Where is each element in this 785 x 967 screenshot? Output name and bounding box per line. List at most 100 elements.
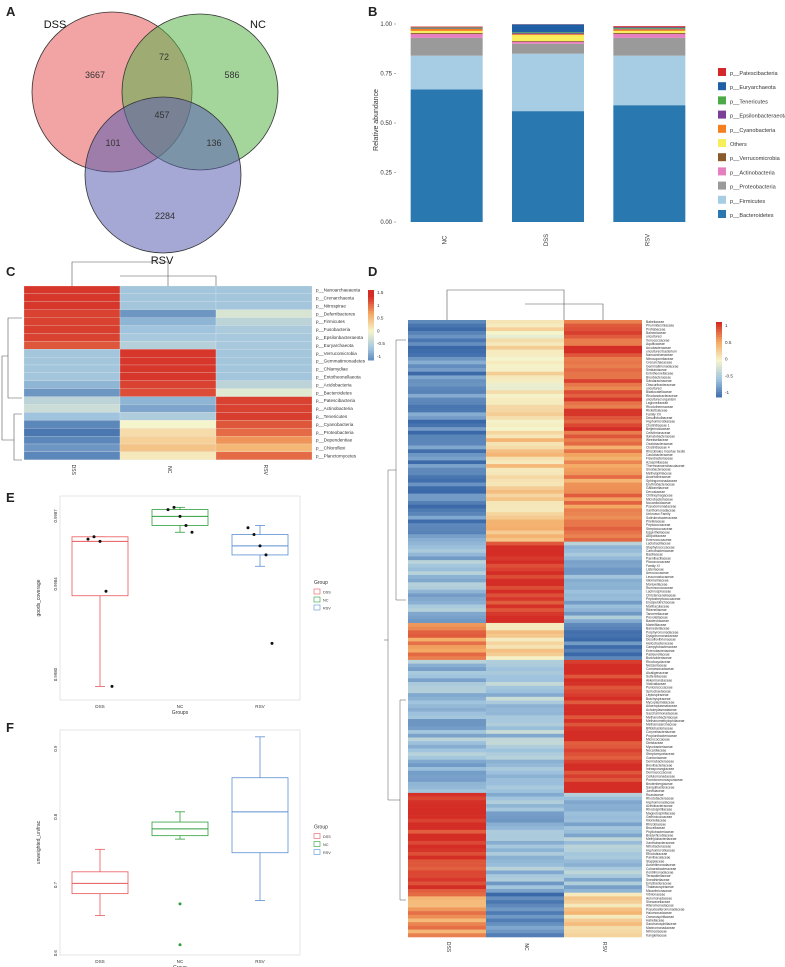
heatmap-c-row-label: p__Verrucomicrobia bbox=[316, 351, 357, 356]
heatmap-d-cell bbox=[564, 829, 642, 834]
heatmap-c-row-label: p__Fusobacteria bbox=[316, 327, 351, 332]
heatmap-c-cell bbox=[215, 285, 313, 295]
heatmap-d-scale-tick: 0 bbox=[725, 357, 728, 362]
heatmap-d-cell bbox=[564, 870, 642, 875]
heatmap-d-cell bbox=[408, 467, 486, 472]
heatmap-d-cell bbox=[486, 656, 564, 661]
heatmap-d-cell bbox=[486, 815, 564, 820]
venn-value-nc-only: 586 bbox=[224, 70, 239, 80]
heatmap-c-scale-tick: 1 bbox=[377, 303, 380, 308]
heatmap-d-cell bbox=[486, 744, 564, 749]
heatmap-d-cell bbox=[408, 427, 486, 432]
heatmap-d-cell bbox=[564, 645, 642, 650]
heatmap-d-scale-step bbox=[716, 347, 722, 350]
heatmap-d-cell bbox=[486, 475, 564, 480]
box-e-legend-label-dss: DSS bbox=[323, 591, 331, 595]
heatmap-d-row-label: Jonesiaceae bbox=[646, 789, 665, 793]
heatmap-d-cell bbox=[486, 560, 564, 565]
heatmap-d-row-label: Clostridiaceae 1 bbox=[646, 423, 670, 427]
heatmap-d-cell bbox=[408, 611, 486, 616]
heatmap-d-row-label: Sphingomonadaceae bbox=[646, 479, 677, 483]
heatmap-c-cell bbox=[215, 364, 313, 374]
heatmap-d-cell bbox=[486, 774, 564, 779]
heatmap-d-row-label: Ilumatobacteraceae bbox=[646, 434, 675, 438]
heatmap-d-cell bbox=[486, 427, 564, 432]
heatmap-d-cell bbox=[408, 641, 486, 646]
box-e-legend-swatch-rsv bbox=[313, 604, 321, 611]
heatmap-d-cell bbox=[408, 552, 486, 557]
heatmap-d-cell bbox=[486, 519, 564, 524]
bar-ytick-3: 0.75 bbox=[380, 72, 392, 78]
heatmap-d-cell bbox=[486, 615, 564, 620]
heatmap-d-row-label: Akkermansiaceae bbox=[646, 678, 672, 682]
heatmap-c-scale-step bbox=[368, 318, 374, 321]
heatmap-d-cell bbox=[486, 419, 564, 424]
heatmap-d-cell bbox=[564, 715, 642, 720]
heatmap-d-cell bbox=[564, 331, 642, 336]
heatmap-d-cell bbox=[564, 800, 642, 805]
heatmap-d-cell bbox=[564, 807, 642, 812]
bar-dss-pcyanobacteria bbox=[512, 34, 584, 36]
heatmap-d-cell bbox=[486, 534, 564, 539]
heatmap-d-row-label: Bifidobacteriaceae bbox=[646, 726, 673, 730]
box-f-xtick-rsv: RSV bbox=[255, 959, 265, 964]
heatmap-d-row-label: Helicobacteraceae bbox=[646, 641, 673, 645]
heatmap-d-cell bbox=[486, 541, 564, 546]
heatmap-d-row-label: Methanomethylophilaceae bbox=[646, 719, 685, 723]
heatmap-c-row-label: p__Crenarchaeota bbox=[316, 296, 354, 301]
heatmap-d-row-label: Saccharimonadaceae bbox=[646, 712, 678, 716]
bar-legend-label-10: p__Bacteroidetes bbox=[730, 213, 774, 219]
heatmap-d-row-label: Clostridiaceae 4 bbox=[646, 446, 670, 450]
heatmap-d-row-label: Methanosarcinaceae bbox=[646, 723, 677, 727]
heatmap-d-cell bbox=[408, 885, 486, 890]
heatmap-d-cell bbox=[408, 331, 486, 336]
heatmap-d-cell bbox=[564, 682, 642, 687]
heatmap-d-row-label: Shewanellaceae bbox=[646, 900, 670, 904]
heatmap-d-cell bbox=[408, 744, 486, 749]
heatmap-d-cell bbox=[486, 464, 564, 469]
heatmap-d-scale-step bbox=[716, 334, 722, 338]
heatmap-d-cell bbox=[564, 471, 642, 476]
heatmap-d-cell bbox=[486, 445, 564, 450]
heatmap-d-cell bbox=[564, 453, 642, 458]
heatmap-d-cell bbox=[408, 700, 486, 705]
heatmap-d-row-label: Family XII bbox=[646, 412, 661, 416]
heatmap-d-cell bbox=[408, 667, 486, 672]
heatmap-d-cell bbox=[564, 430, 642, 435]
heatmap-d-row-label: Geminicoccaceae bbox=[646, 815, 672, 819]
heatmap-c-row-label: p__Chlamydiae bbox=[316, 367, 348, 372]
heatmap-d-cell bbox=[564, 704, 642, 709]
heatmap-d-cell bbox=[408, 689, 486, 694]
heatmap-c-cell bbox=[215, 301, 313, 310]
heatmap-d-cell bbox=[564, 844, 642, 849]
heatmap-d-cell bbox=[486, 622, 564, 627]
heatmap-d-cell bbox=[408, 859, 486, 864]
heatmap-d-cell bbox=[408, 707, 486, 712]
heatmap-d-cell bbox=[408, 755, 486, 760]
heatmap-d-scale-step bbox=[716, 392, 722, 395]
heatmap-c-col-dendrogram bbox=[71, 261, 217, 286]
heatmap-d-row-label: Nocardiaceae bbox=[646, 749, 667, 753]
heatmap-c-scale-tick: -0.5 bbox=[377, 341, 385, 346]
heatmap-d-row-label: Dermacoccaceae bbox=[646, 771, 672, 775]
heatmap-d-row-label: Vibrionaceae bbox=[646, 893, 665, 897]
heatmap-d-cell bbox=[408, 933, 486, 938]
heatmap-d-row-label: Acetobacteraceae bbox=[646, 804, 673, 808]
heatmap-d-row-label: Kiloniellaceae bbox=[646, 819, 667, 823]
heatmap-d-scale-step bbox=[716, 372, 722, 375]
heatmap-d-cell bbox=[564, 903, 642, 908]
bar-legend-swatch-10 bbox=[718, 210, 726, 218]
heatmap-d-cell bbox=[486, 493, 564, 498]
heatmap-d-cell bbox=[486, 430, 564, 435]
heatmap-d-row-label: Flavobacteriaceae bbox=[646, 457, 673, 461]
heatmap-d-cell bbox=[564, 652, 642, 657]
heatmap-d-row-label: Micrococcaceae bbox=[646, 737, 670, 741]
heatmap-d-cell bbox=[564, 563, 642, 568]
bar-rsv-pfirmicutes bbox=[613, 55, 686, 106]
heatmap-d-row-label: Moraxellaceae bbox=[646, 582, 668, 586]
heatmap-d-cell bbox=[564, 589, 642, 594]
heatmap-d-cell bbox=[564, 408, 642, 413]
heatmap-d-cell bbox=[408, 371, 486, 376]
heatmap-d-row-label: Leptospiraceae bbox=[646, 693, 669, 697]
box-e-point-nc bbox=[172, 505, 176, 509]
